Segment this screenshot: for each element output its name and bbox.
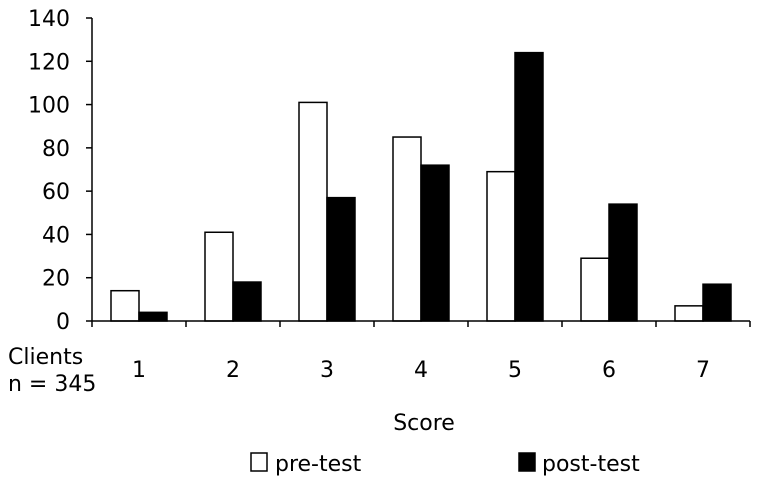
bar-post-test-5 bbox=[514, 51, 544, 322]
legend-swatch-post-test bbox=[518, 452, 536, 472]
y-tick-label-100: 100 bbox=[28, 94, 70, 119]
y-tick-label-40: 40 bbox=[42, 223, 70, 248]
bar-post-test-2 bbox=[232, 281, 262, 322]
x-tick-label-2: 2 bbox=[226, 358, 240, 383]
legend-label-pre-test: pre-test bbox=[275, 452, 362, 477]
legend: pre-test post-test bbox=[250, 452, 640, 477]
y-tick-label-0: 0 bbox=[56, 310, 70, 335]
bar-pre-test-2 bbox=[204, 231, 234, 322]
x-tick-label-4: 4 bbox=[414, 358, 428, 383]
x-tick-label-1: 1 bbox=[132, 358, 146, 383]
annotation-clients: Clients bbox=[8, 345, 83, 370]
y-tick-label-20: 20 bbox=[42, 267, 70, 292]
bars-layer bbox=[110, 51, 732, 322]
bar-pre-test-6 bbox=[580, 257, 610, 322]
bar-pre-test-1 bbox=[110, 289, 140, 322]
x-tick-label-3: 3 bbox=[320, 358, 334, 383]
labels-layer: 0 20 40 60 80 100 120 140 1 2 3 4 5 6 7 bbox=[28, 7, 710, 383]
y-tick-label-60: 60 bbox=[42, 180, 70, 205]
legend-swatch-pre-test bbox=[250, 452, 268, 472]
bar-post-test-1 bbox=[138, 311, 168, 322]
x-axis-title: Score bbox=[393, 411, 455, 436]
bar-pre-test-5 bbox=[486, 170, 516, 322]
y-tick-label-120: 120 bbox=[28, 50, 70, 75]
y-tick-label-80: 80 bbox=[42, 137, 70, 162]
legend-label-post-test: post-test bbox=[542, 452, 640, 477]
bar-pre-test-4 bbox=[392, 136, 422, 322]
x-tick-label-6: 6 bbox=[602, 358, 616, 383]
y-tick-label-140: 140 bbox=[28, 7, 70, 32]
bar-pre-test-3 bbox=[298, 101, 328, 322]
bar-post-test-4 bbox=[420, 164, 450, 322]
bar-post-test-3 bbox=[326, 196, 356, 322]
bar-pre-test-7 bbox=[674, 305, 704, 322]
x-tick-label-5: 5 bbox=[508, 358, 522, 383]
bar-post-test-6 bbox=[608, 203, 638, 322]
annotation-n: n = 345 bbox=[8, 372, 96, 397]
axes-layer bbox=[86, 17, 751, 327]
x-tick-label-7: 7 bbox=[696, 358, 710, 383]
bar-post-test-7 bbox=[702, 283, 732, 322]
